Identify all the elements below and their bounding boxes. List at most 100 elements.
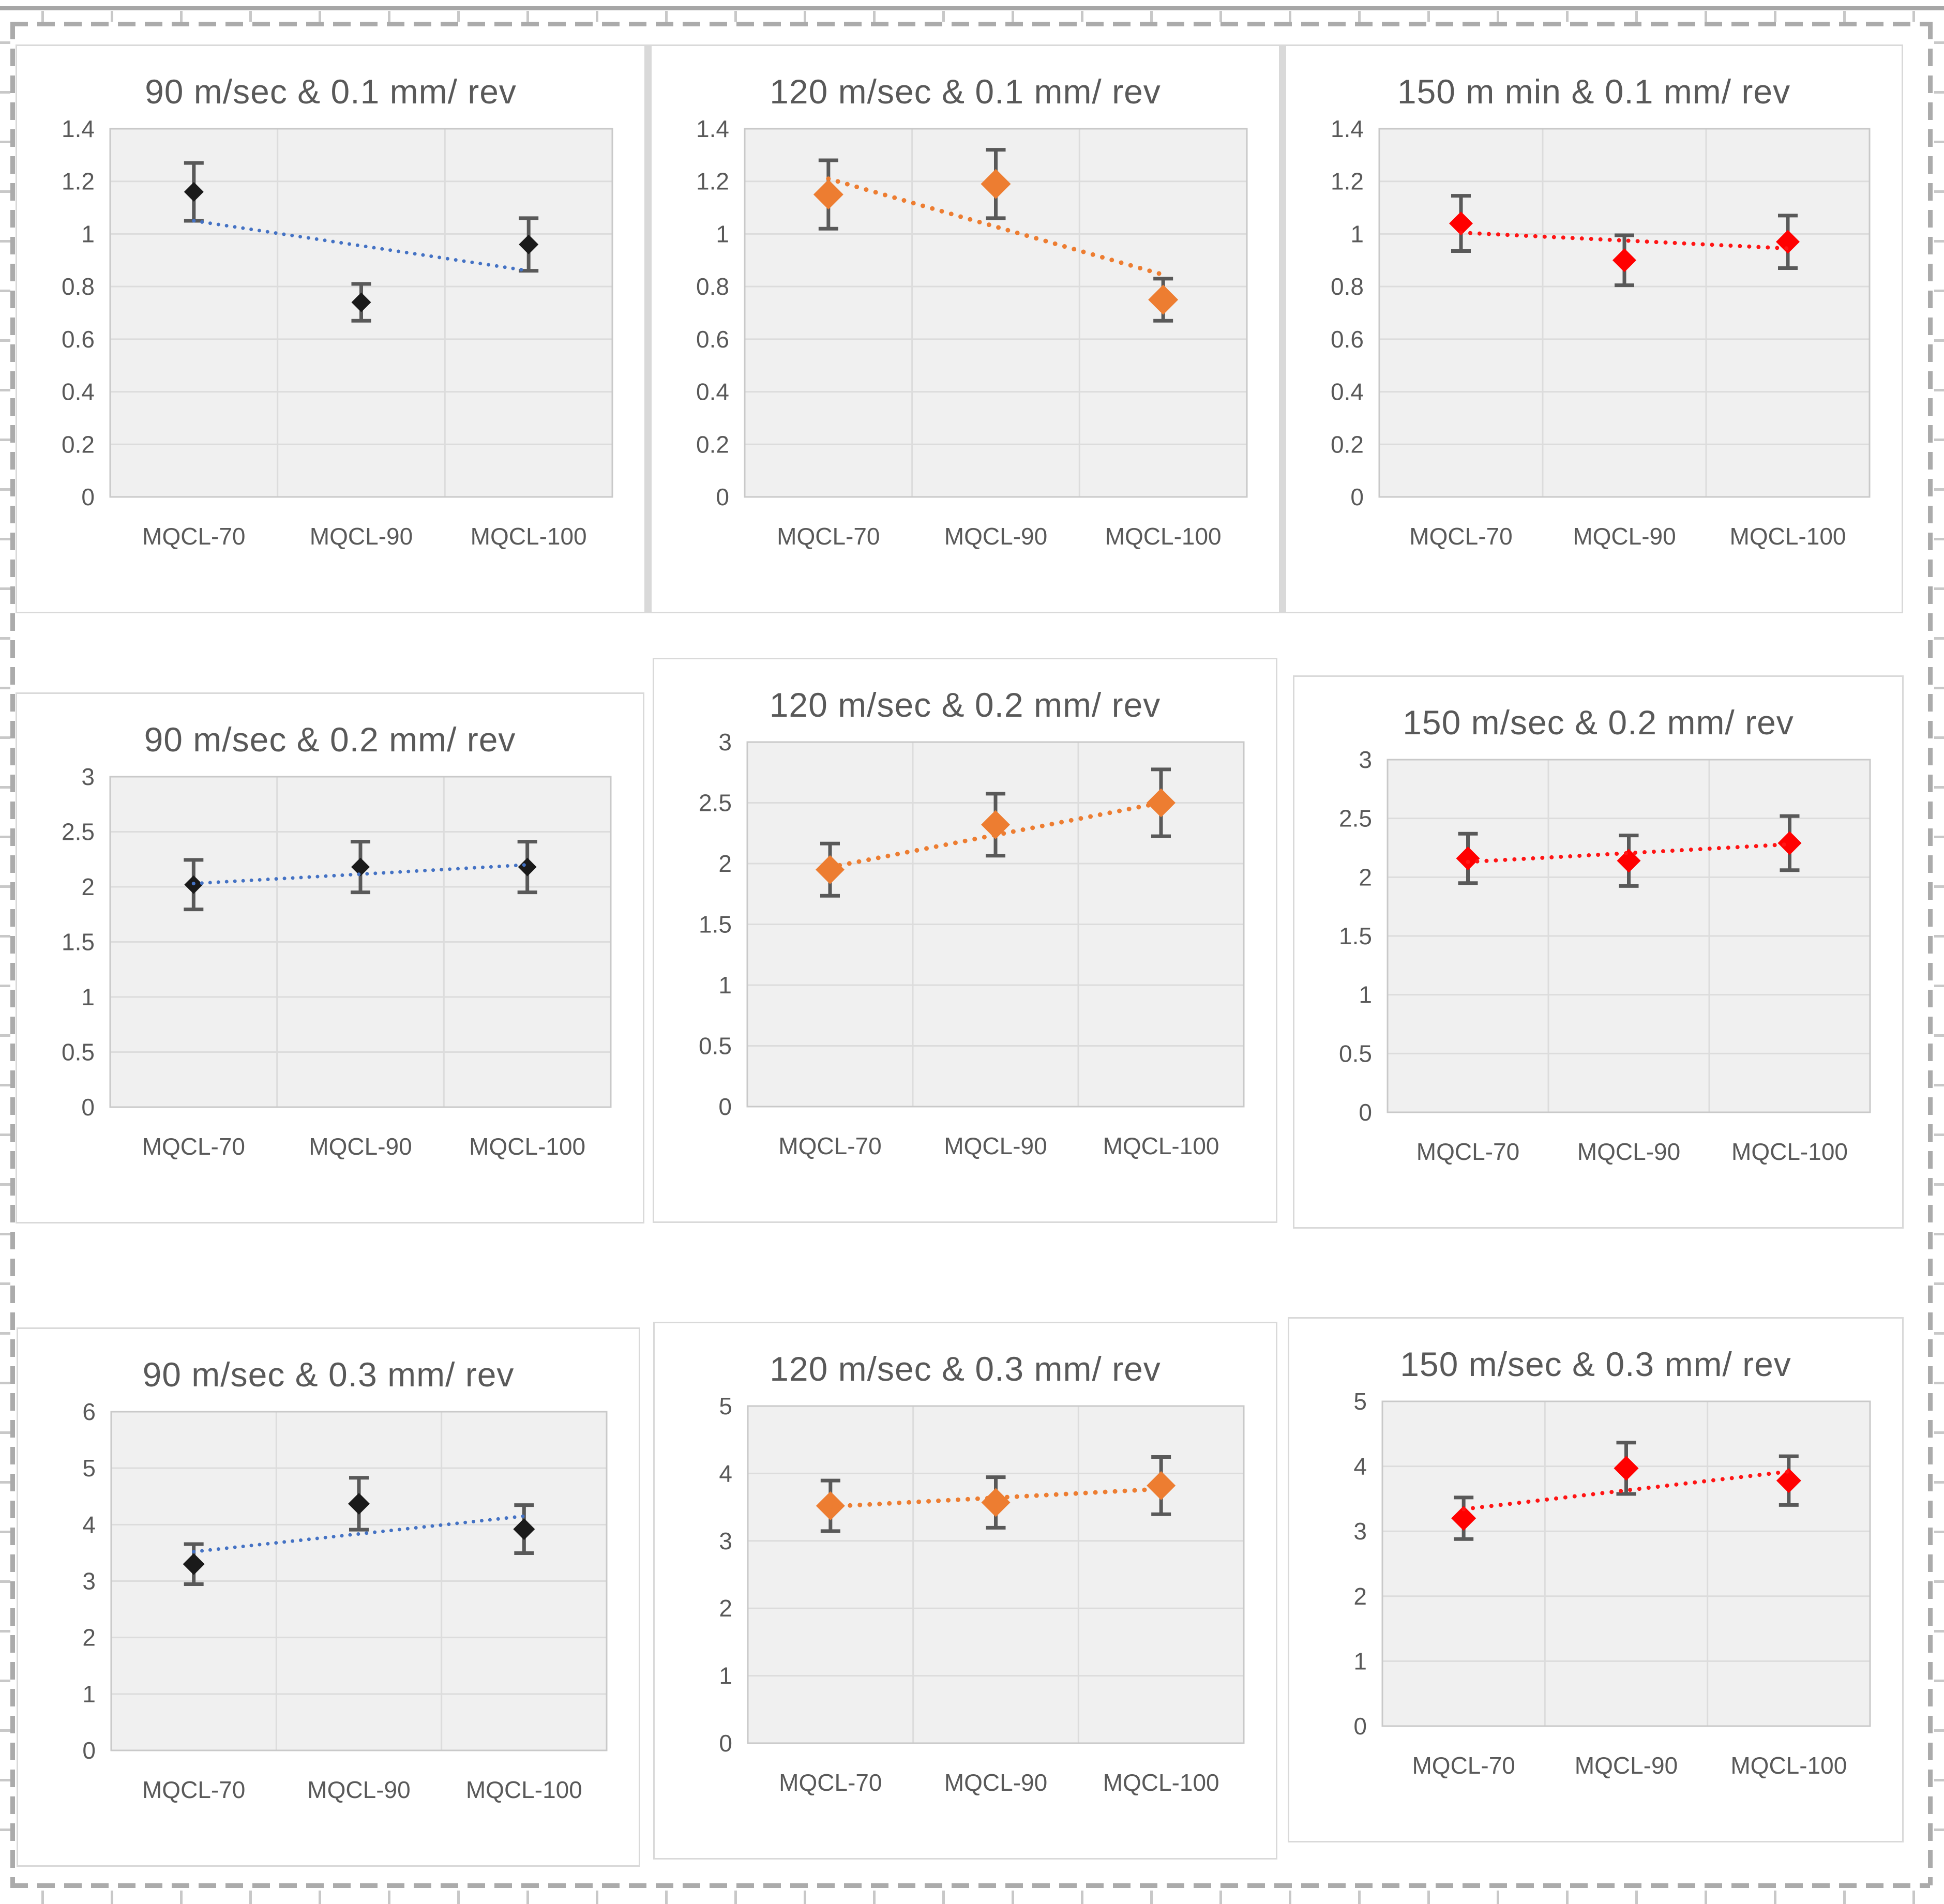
svg-text:MQCL-70: MQCL-70 <box>142 1776 245 1803</box>
y-axis-labels: 0 1 2 3 4 5 <box>719 1393 732 1757</box>
svg-text:MQCL-90: MQCL-90 <box>309 1133 412 1160</box>
data-point-marker <box>1617 849 1641 873</box>
data-point-marker <box>184 182 204 202</box>
svg-text:2: 2 <box>1353 1583 1367 1610</box>
data-point-marker <box>981 169 1011 199</box>
plot-border <box>109 128 613 498</box>
svg-text:1.2: 1.2 <box>62 168 95 195</box>
x-axis-labels: MQCL-70 MQCL-90 MQCL-100 <box>777 523 1222 550</box>
plot-border <box>1387 759 1871 1113</box>
svg-text:1: 1 <box>719 1663 732 1689</box>
svg-text:1: 1 <box>1359 981 1372 1008</box>
svg-text:2: 2 <box>82 1624 96 1651</box>
svg-text:MQCL-100: MQCL-100 <box>471 523 587 550</box>
y-axis-labels: 0 1 2 3 4 5 6 <box>82 1398 96 1764</box>
chart-panel-150-0.3: 150 m/sec & 0.3 mm/ rev 0 1 2 3 4 5 MQCL-70 MQC… <box>1288 1317 1904 1842</box>
svg-text:3: 3 <box>82 1568 96 1595</box>
plot-border <box>1378 128 1871 498</box>
chart-svg: 0 0.2 0.4 0.6 0.8 1 1.2 1.4 MQCL-70 MQCL-90 MQCL-1… <box>1331 115 1871 550</box>
data-point-marker <box>1451 1506 1476 1531</box>
chart-svg: 0 0.2 0.4 0.6 0.8 1 1.2 1.4 MQCL-70 MQCL-90 MQCL-1… <box>62 115 613 550</box>
svg-text:0: 0 <box>1353 1713 1367 1740</box>
svg-text:1.5: 1.5 <box>1339 923 1372 949</box>
error-bars <box>184 161 539 323</box>
data-point-marker <box>348 1492 370 1515</box>
chart-title: 90 m/sec & 0.1 mm/ rev <box>145 72 517 111</box>
svg-text:0.4: 0.4 <box>1331 379 1364 405</box>
chart-svg: 0 0.2 0.4 0.6 0.8 1 1.2 1.4 MQCL-70 MQCL-90 MQCL-1… <box>696 115 1248 550</box>
data-point-marker <box>518 857 537 877</box>
plot-border <box>744 128 1248 498</box>
trendline <box>192 219 531 273</box>
chart-panel-120-0.1: 120 m/sec & 0.1 mm/ rev 0 0.2 0.4 0.6 0.8 1 1.… <box>652 46 1279 612</box>
marquee-top-dashed-border <box>10 22 1930 26</box>
chart-title: 90 m/sec & 0.2 mm/ rev <box>144 720 516 759</box>
svg-text:1.5: 1.5 <box>699 911 732 938</box>
svg-text:3: 3 <box>718 729 732 755</box>
svg-text:3: 3 <box>719 1528 732 1554</box>
svg-text:0.8: 0.8 <box>62 273 95 300</box>
data-point-marker <box>513 1518 535 1540</box>
svg-text:3: 3 <box>1359 746 1372 773</box>
svg-text:MQCL-90: MQCL-90 <box>307 1776 410 1803</box>
data-point-marker <box>816 855 845 884</box>
chart-svg: 0 1 2 3 4 5 MQCL-70 MQCL-90 MQCL-100 <box>719 1393 1245 1796</box>
svg-text:0: 0 <box>1350 483 1364 510</box>
svg-text:2: 2 <box>1359 864 1372 890</box>
svg-text:MQCL-90: MQCL-90 <box>944 1132 1047 1159</box>
data-point-marker <box>1777 831 1802 855</box>
x-axis-labels: MQCL-70 MQCL-90 MQCL-100 <box>142 1776 582 1803</box>
error-bars <box>820 767 1171 898</box>
x-axis-labels: MQCL-70 MQCL-90 MQCL-100 <box>1409 523 1846 550</box>
plot-border <box>1381 1400 1871 1727</box>
chart-title: 120 m/sec & 0.3 mm/ rev <box>770 1350 1161 1388</box>
svg-text:MQCL-100: MQCL-100 <box>466 1776 582 1803</box>
chart-panel-90-0.1: 90 m/sec & 0.1 mm/ rev 0 0.2 0.4 0.6 0.8 1 1.2… <box>17 46 644 612</box>
chart-panel-90-0.3: 90 m/sec & 0.3 mm/ rev 0 1 2 3 4 5 6 MQCL-70 MQC… <box>17 1327 640 1867</box>
x-axis-labels: MQCL-70 MQCL-90 MQCL-100 <box>779 1769 1219 1796</box>
chart-svg: 0 0.5 1 1.5 2 2.5 3 MQCL-70 MQCL-90 MQCL-100 <box>699 729 1245 1159</box>
svg-text:0.6: 0.6 <box>696 326 729 353</box>
svg-text:1.4: 1.4 <box>62 115 95 142</box>
svg-text:MQCL-100: MQCL-100 <box>1730 1752 1847 1779</box>
left-gridline-stubs <box>0 41 10 1877</box>
svg-text:0.2: 0.2 <box>62 431 95 458</box>
svg-text:1: 1 <box>82 1681 96 1707</box>
marquee-right-dashed-border <box>1928 22 1933 1885</box>
chart-svg: 0 0.5 1 1.5 2 2.5 3 MQCL-70 MQCL-90 MQCL-100 <box>1339 746 1871 1165</box>
trendline <box>828 1486 1164 1509</box>
series-markers <box>1451 1456 1801 1531</box>
x-axis-labels: MQCL-70 MQCL-90 MQCL-100 <box>142 1133 586 1160</box>
y-axis-labels: 0 0.2 0.4 0.6 0.8 1 1.2 1.4 <box>1331 115 1364 510</box>
plot-area <box>1379 129 1870 497</box>
svg-text:MQCL-70: MQCL-70 <box>1412 1752 1515 1779</box>
plot-border <box>110 1411 608 1751</box>
top-gray-bar <box>0 6 1944 10</box>
svg-text:6: 6 <box>82 1398 96 1425</box>
svg-text:MQCL-70: MQCL-70 <box>142 1133 245 1160</box>
svg-text:0.8: 0.8 <box>696 273 729 300</box>
svg-text:0.2: 0.2 <box>696 431 729 458</box>
svg-text:4: 4 <box>82 1511 96 1538</box>
svg-text:MQCL-90: MQCL-90 <box>310 523 413 550</box>
x-axis-labels: MQCL-70 MQCL-90 MQCL-100 <box>778 1132 1219 1159</box>
chart-panel-90-0.2: 90 m/sec & 0.2 mm/ rev 0 0.5 1 1.5 2 2.5 3 MQCL… <box>16 692 644 1223</box>
svg-text:2.5: 2.5 <box>62 819 95 845</box>
svg-text:MQCL-100: MQCL-100 <box>1730 523 1846 550</box>
svg-text:0: 0 <box>81 483 95 510</box>
svg-text:1: 1 <box>1353 1648 1367 1674</box>
chart-svg: 0 1 2 3 4 5 6 MQCL-70 MQCL-90 MQCL-100 <box>82 1398 608 1803</box>
svg-text:4: 4 <box>719 1460 732 1487</box>
svg-text:0: 0 <box>81 1094 95 1121</box>
plot-border <box>746 741 1245 1108</box>
right-gridline-stubs <box>1934 41 1944 1877</box>
svg-text:MQCL-100: MQCL-100 <box>1105 523 1222 550</box>
chart-panel-150-0.1: 150 m min & 0.1 mm/ rev 0 0.2 0.4 0.6 0.8 1 1.… <box>1286 46 1902 612</box>
data-point-marker <box>1776 230 1800 254</box>
marquee-bottom-dashed-border <box>10 1883 1930 1888</box>
chart-row-1: 90 m/sec & 0.1 mm/ rev 0 0.2 0.4 0.6 0.8 1 1.2… <box>16 44 1903 613</box>
svg-text:4: 4 <box>1353 1453 1367 1480</box>
x-axis-labels: MQCL-70 MQCL-90 MQCL-100 <box>1412 1752 1847 1779</box>
data-point-marker <box>1613 248 1636 273</box>
